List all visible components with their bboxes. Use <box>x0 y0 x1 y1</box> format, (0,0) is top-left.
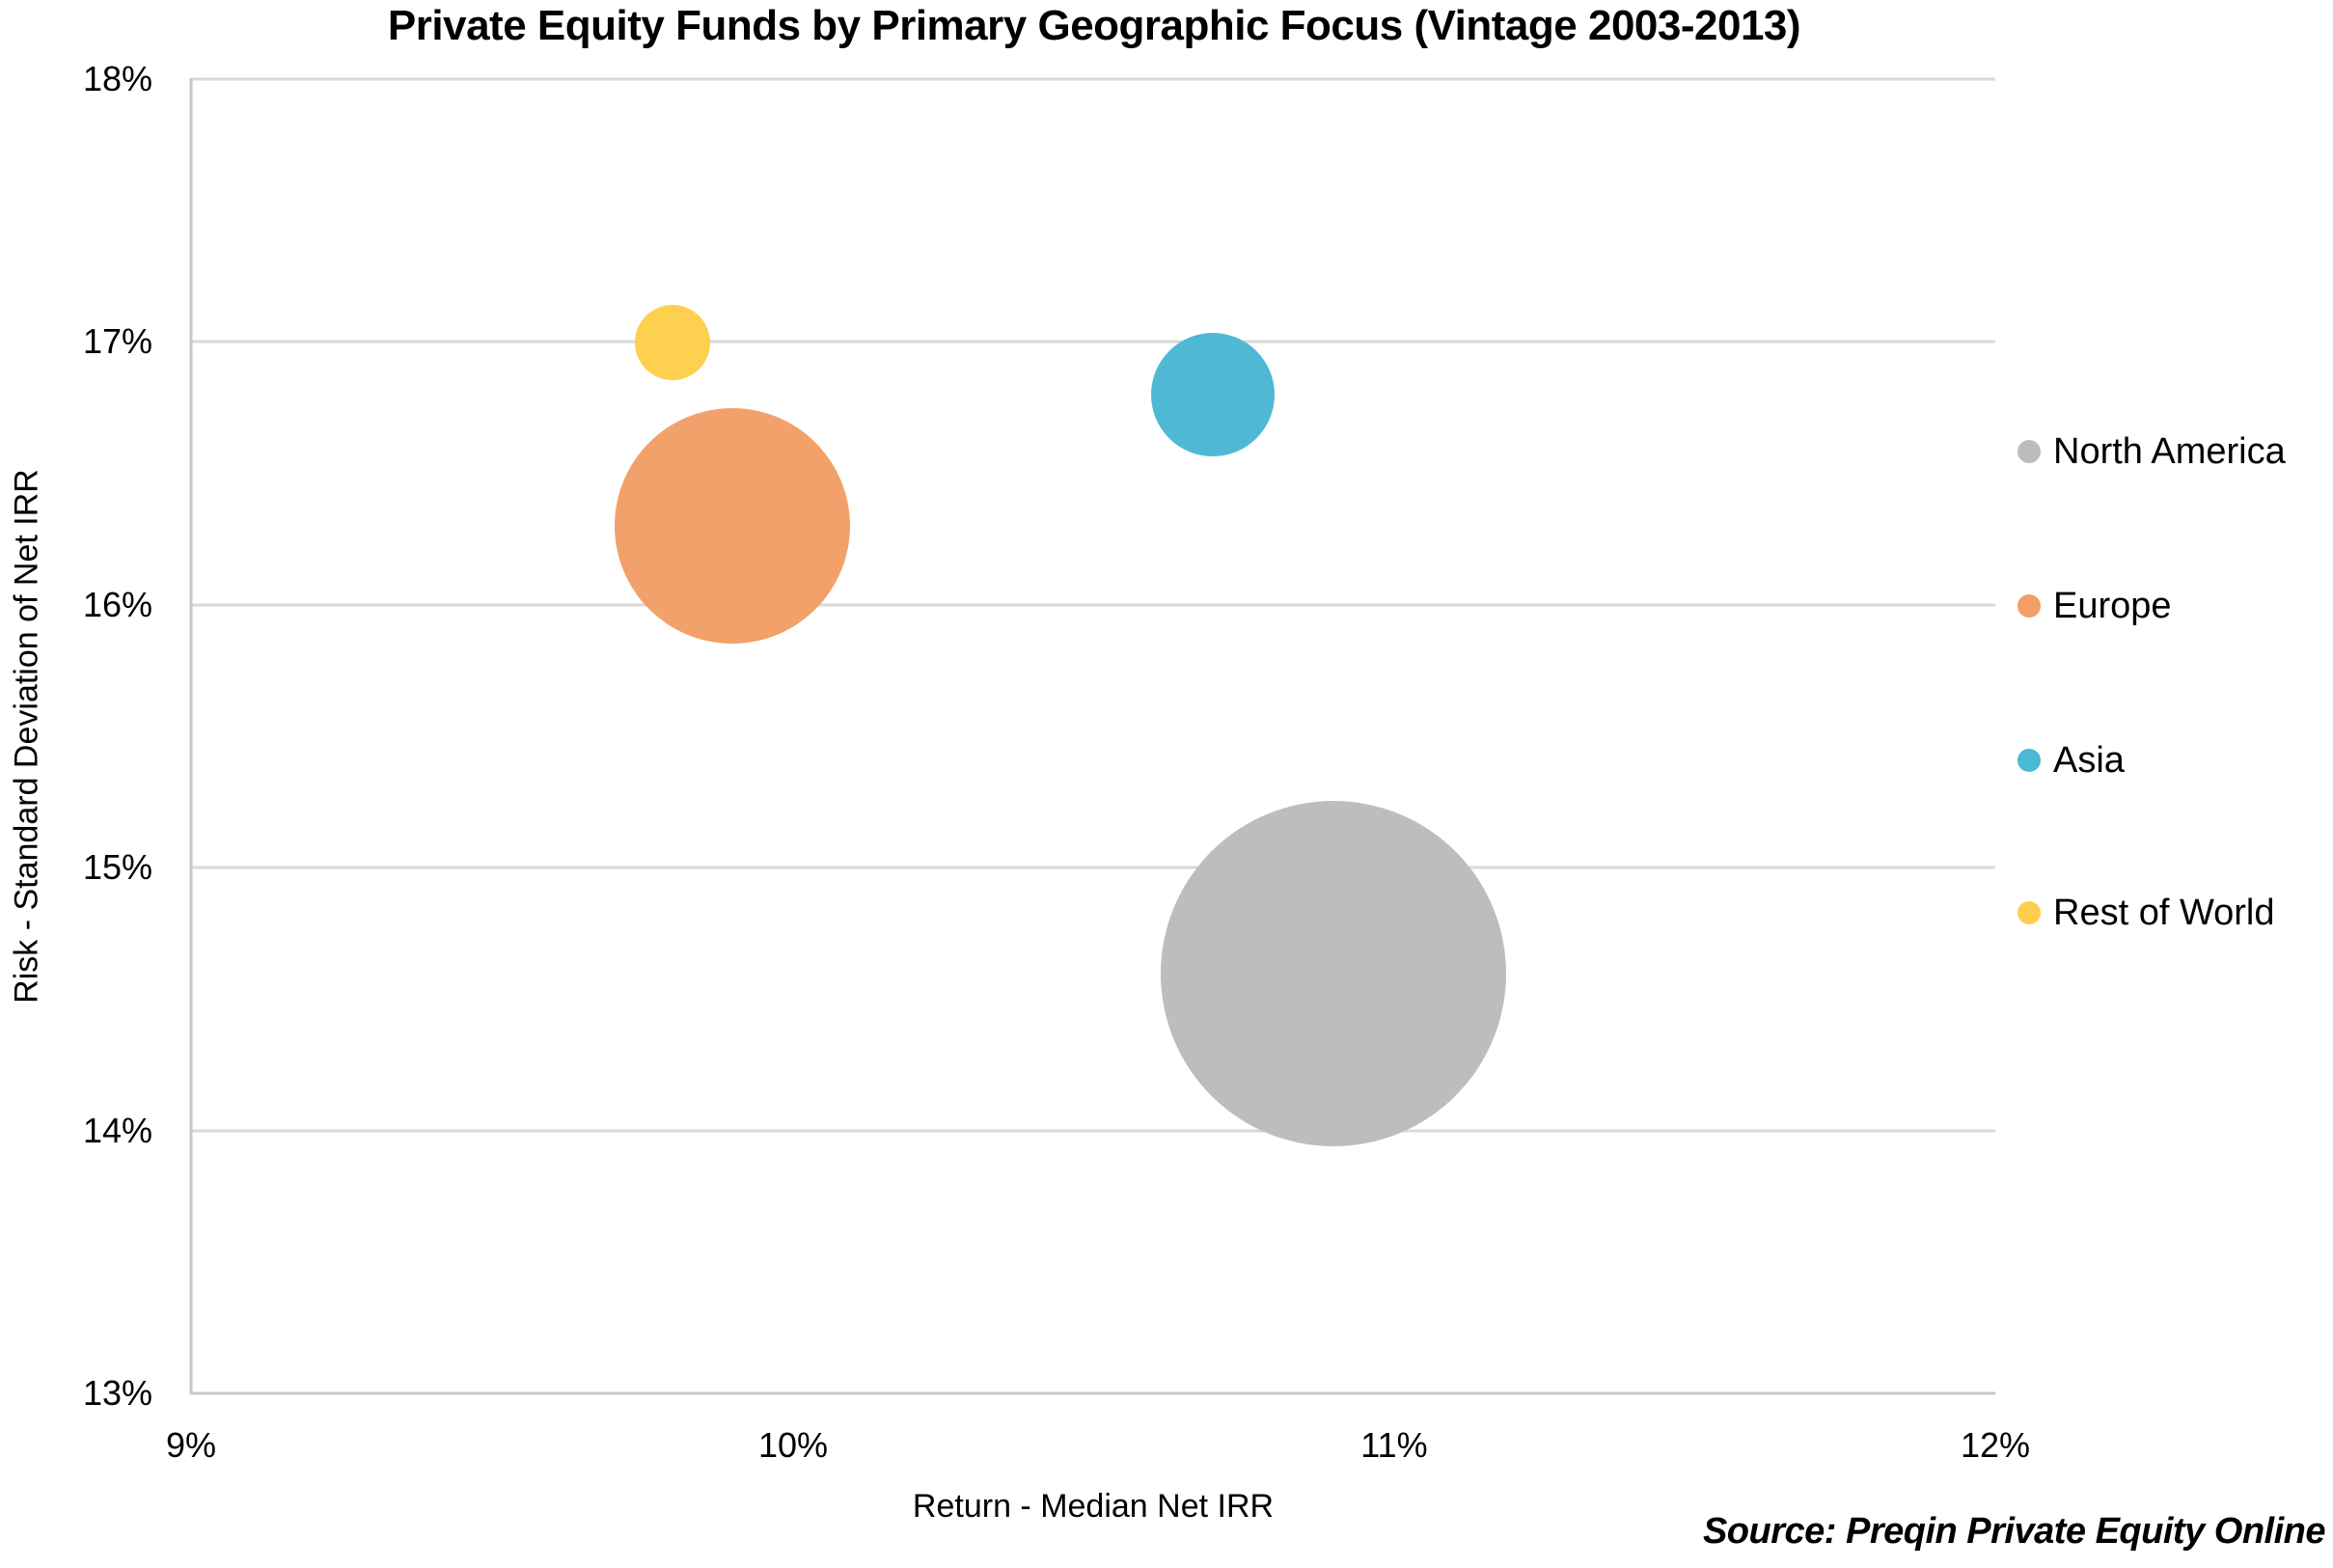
y-tick-label: 15% <box>82 847 152 887</box>
bubble-asia[interactable] <box>1151 333 1275 456</box>
bubble-rest-of-world[interactable] <box>635 305 710 380</box>
bubbles <box>615 305 1506 1146</box>
legend-label: Rest of World <box>2053 893 2275 933</box>
source-note: Source: Preqin Private Equity Online <box>1702 1511 2326 1552</box>
legend-marker-circle-icon <box>2017 749 2041 772</box>
legend-marker-circle-icon <box>2017 901 2041 924</box>
bubble-north-america[interactable] <box>1161 801 1506 1146</box>
x-tick-label: 11% <box>1360 1425 1428 1465</box>
y-tick-label: 16% <box>82 585 152 624</box>
gridlines <box>191 77 1995 1133</box>
legend-label: North America <box>2053 431 2286 472</box>
legend-marker-circle-icon <box>2017 594 2041 618</box>
legend-item-europe[interactable]: Europe <box>2017 585 2172 627</box>
y-tick-label: 17% <box>82 321 152 361</box>
bubble-europe[interactable] <box>615 408 850 644</box>
legend-label: Asia <box>2053 740 2125 781</box>
legend-item-asia[interactable]: Asia <box>2017 739 2125 782</box>
legend-marker-circle-icon <box>2017 440 2041 463</box>
y-tick-label: 13% <box>82 1373 152 1413</box>
legend-item-rest-of-world[interactable]: Rest of World <box>2017 892 2274 934</box>
axis-lines <box>189 78 1995 1395</box>
y-tick-label: 18% <box>82 59 152 98</box>
y-tick-label: 14% <box>82 1111 152 1150</box>
x-axis-title: Return - Median Net IRR <box>912 1488 1275 1525</box>
legend-label: Europe <box>2053 586 2172 626</box>
x-tick-label: 10% <box>757 1425 829 1465</box>
x-tick-label: 9% <box>165 1425 217 1465</box>
chart-title: Private Equity Funds by Primary Geograph… <box>387 2 1801 49</box>
x-tick-label: 12% <box>1960 1425 2031 1465</box>
legend-item-north-america[interactable]: North America <box>2017 430 2286 473</box>
